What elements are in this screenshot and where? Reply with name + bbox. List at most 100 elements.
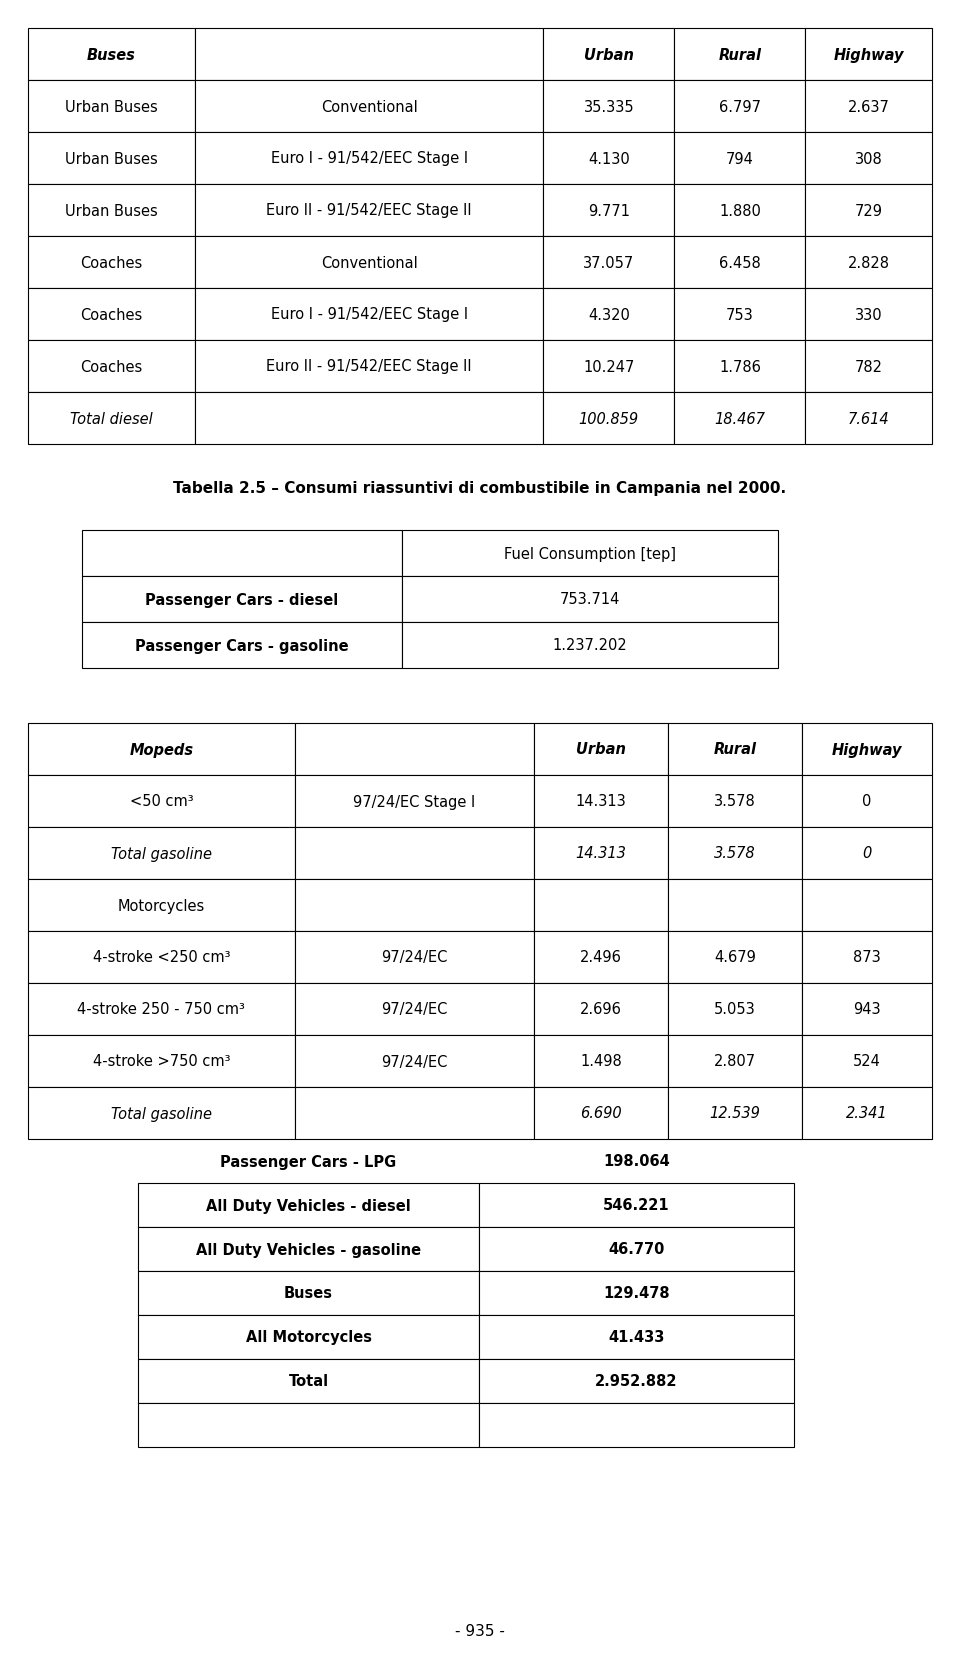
Bar <box>195 80 543 132</box>
Text: 2.828: 2.828 <box>848 256 890 271</box>
Text: 782: 782 <box>854 360 883 375</box>
Bar <box>402 530 778 577</box>
Text: 100.859: 100.859 <box>579 412 639 427</box>
Text: 6.458: 6.458 <box>719 256 760 271</box>
Text: 2.952.882: 2.952.882 <box>595 1374 678 1389</box>
Text: Passenger Cars - gasoline: Passenger Cars - gasoline <box>135 637 348 652</box>
Bar <box>802 1036 932 1087</box>
Bar <box>802 723 932 776</box>
Text: 4-stroke <250 cm³: 4-stroke <250 cm³ <box>92 950 230 965</box>
Text: 0: 0 <box>862 847 872 862</box>
Text: Coaches: Coaches <box>81 360 143 375</box>
Bar <box>802 880 932 932</box>
Bar <box>479 1228 794 1271</box>
Text: - 935 -: - 935 - <box>455 1623 505 1638</box>
Text: 2.637: 2.637 <box>848 99 890 114</box>
Text: 97/24/EC Stage I: 97/24/EC Stage I <box>353 795 475 810</box>
Text: Conventional: Conventional <box>321 256 418 271</box>
Text: 97/24/EC: 97/24/EC <box>381 1054 447 1069</box>
Bar <box>82 577 402 622</box>
Text: Buses: Buses <box>284 1287 333 1300</box>
Text: Passenger Cars - LPG: Passenger Cars - LPG <box>221 1154 396 1169</box>
Bar <box>543 132 674 186</box>
Bar <box>138 1404 479 1447</box>
Bar <box>28 28 195 80</box>
Bar <box>28 880 295 932</box>
Text: Highway: Highway <box>833 47 904 62</box>
Bar <box>295 828 534 880</box>
Bar <box>195 289 543 341</box>
Text: 3.578: 3.578 <box>714 847 756 862</box>
Text: Highway: Highway <box>831 743 902 758</box>
Bar <box>479 1358 794 1404</box>
Bar <box>805 393 932 445</box>
Bar <box>805 28 932 80</box>
Bar <box>28 393 195 445</box>
Text: Rural: Rural <box>713 743 756 758</box>
Bar <box>295 932 534 984</box>
Bar <box>402 577 778 622</box>
Bar <box>674 80 805 132</box>
Bar <box>668 1036 802 1087</box>
Text: All Duty Vehicles - diesel: All Duty Vehicles - diesel <box>206 1198 411 1213</box>
Text: Tabella 2.5 – Consumi riassuntivi di combustibile in Campania nel 2000.: Tabella 2.5 – Consumi riassuntivi di com… <box>174 482 786 497</box>
Text: All Motorcycles: All Motorcycles <box>246 1330 372 1345</box>
Text: Urban Buses: Urban Buses <box>65 152 158 166</box>
Text: 97/24/EC: 97/24/EC <box>381 950 447 965</box>
Text: Euro II - 91/542/EEC Stage II: Euro II - 91/542/EEC Stage II <box>267 360 472 375</box>
Bar <box>28 828 295 880</box>
Text: Total gasoline: Total gasoline <box>110 847 212 862</box>
Text: 2.696: 2.696 <box>580 1002 622 1017</box>
Bar <box>668 984 802 1036</box>
Bar <box>674 289 805 341</box>
Text: 873: 873 <box>853 950 880 965</box>
Text: 35.335: 35.335 <box>584 99 635 114</box>
Bar <box>295 984 534 1036</box>
Text: 1.237.202: 1.237.202 <box>553 637 628 652</box>
Bar <box>295 776 534 828</box>
Bar <box>802 828 932 880</box>
Text: Urban: Urban <box>576 743 626 758</box>
Bar <box>543 186 674 238</box>
Bar <box>668 880 802 932</box>
Bar <box>543 393 674 445</box>
Bar <box>674 393 805 445</box>
Bar <box>805 80 932 132</box>
Bar <box>674 186 805 238</box>
Bar <box>543 80 674 132</box>
Text: 46.770: 46.770 <box>609 1241 664 1256</box>
Text: 37.057: 37.057 <box>583 256 635 271</box>
Text: 41.433: 41.433 <box>609 1330 664 1345</box>
Text: Total: Total <box>289 1374 328 1389</box>
Bar <box>674 341 805 393</box>
Bar <box>534 776 668 828</box>
Text: <50 cm³: <50 cm³ <box>130 795 193 810</box>
Text: Passenger Cars - diesel: Passenger Cars - diesel <box>146 592 339 607</box>
Text: Coaches: Coaches <box>81 308 143 323</box>
Bar <box>534 1087 668 1139</box>
Bar <box>674 28 805 80</box>
Bar <box>28 186 195 238</box>
Bar <box>543 341 674 393</box>
Bar <box>479 1404 794 1447</box>
Text: Euro II - 91/542/EEC Stage II: Euro II - 91/542/EEC Stage II <box>267 204 472 219</box>
Text: Fuel Consumption [tep]: Fuel Consumption [tep] <box>504 545 676 560</box>
Bar <box>805 132 932 186</box>
Text: 2.496: 2.496 <box>580 950 622 965</box>
Bar <box>28 341 195 393</box>
Text: 97/24/EC: 97/24/EC <box>381 1002 447 1017</box>
Text: 1.498: 1.498 <box>580 1054 622 1069</box>
Bar <box>805 186 932 238</box>
Bar <box>479 1315 794 1358</box>
Text: 794: 794 <box>726 152 754 166</box>
Bar <box>479 1271 794 1315</box>
Bar <box>138 1315 479 1358</box>
Text: Total gasoline: Total gasoline <box>110 1106 212 1121</box>
Text: 7.614: 7.614 <box>848 412 890 427</box>
Text: 4.679: 4.679 <box>714 950 756 965</box>
Text: 1.880: 1.880 <box>719 204 761 219</box>
Text: 5.053: 5.053 <box>714 1002 756 1017</box>
Bar <box>138 1228 479 1271</box>
Text: Urban Buses: Urban Buses <box>65 99 158 114</box>
Text: 753: 753 <box>726 308 754 323</box>
